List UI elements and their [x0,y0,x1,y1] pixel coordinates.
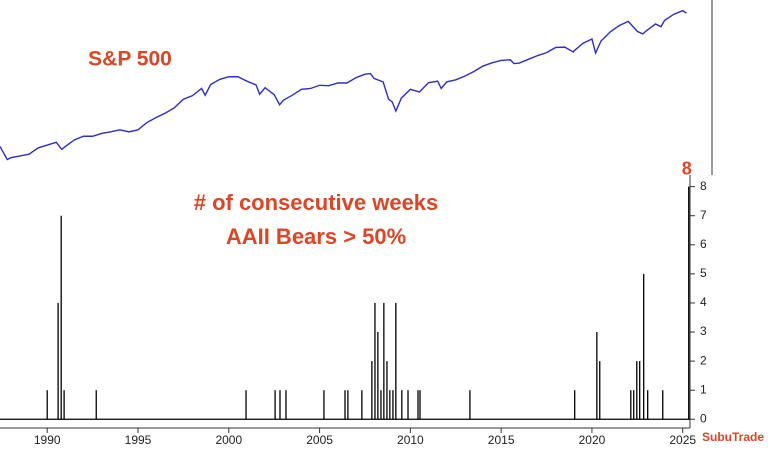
price-line [0,9,687,161]
x-tick-label: 2025 [669,433,696,447]
x-tick-label: 1990 [34,433,61,447]
y-tick-label: 6 [700,237,707,251]
x-tick-label: 2015 [488,433,515,447]
y-tick-label: 2 [700,353,707,367]
y-tick-label: 1 [700,382,707,396]
y-tick-label: 3 [700,324,707,338]
y-tick-label: 8 [700,179,707,193]
peak-label: 8 [682,158,692,178]
y-tick-label: 4 [700,295,707,309]
y-tick-label: 7 [700,208,707,222]
chart-title: S&P 500 [88,48,172,71]
y-tick-label: 5 [700,266,707,280]
x-tick-label: 2010 [397,433,424,447]
chart-title: # of consecutive weeks [194,190,439,215]
x-tick-label: 2000 [215,433,242,447]
x-tick-label: 2020 [579,433,606,447]
y-tick-label: 0 [700,411,707,425]
x-tick-label: 2005 [306,433,333,447]
chart-subtitle: AAII Bears > 50% [226,224,406,249]
watermark: SubuTrade [702,430,764,444]
x-tick-label: 1995 [125,433,152,447]
